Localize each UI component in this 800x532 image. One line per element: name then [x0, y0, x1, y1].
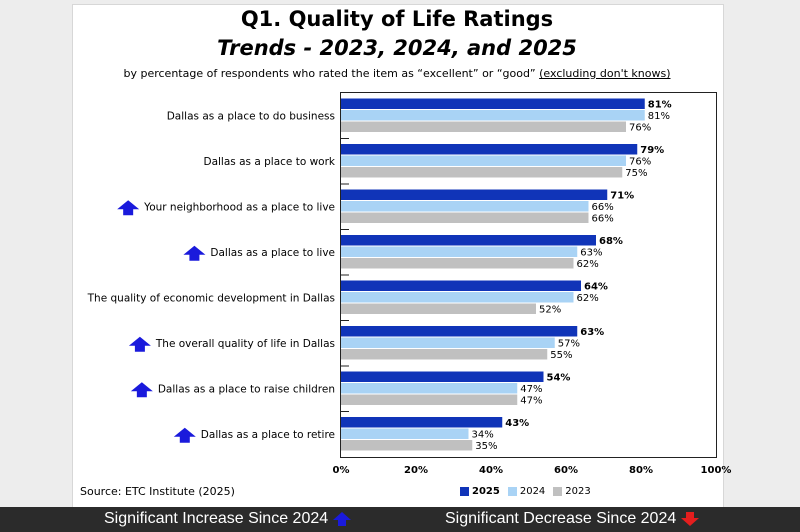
bar-2024: [341, 292, 574, 303]
bar-2025: [341, 371, 544, 382]
arrow-up-icon: [173, 427, 196, 443]
bar-2023: [341, 167, 623, 178]
data-label-2023: 35%: [475, 441, 497, 452]
data-label-2024: 47%: [520, 384, 542, 395]
data-label-2024: 57%: [558, 339, 580, 350]
bar-2024: [341, 110, 645, 121]
data-label-2025: 79%: [640, 145, 664, 156]
legend-item-2023: 2023: [553, 486, 591, 497]
data-label-2025: 68%: [599, 236, 623, 247]
x-tick-label: 20%: [404, 465, 428, 476]
category-label: The quality of economic development in D…: [87, 292, 335, 304]
bar-2023: [341, 394, 518, 405]
category-label: Dallas as a place to live: [210, 247, 335, 259]
category-label: Dallas as a place to raise children: [158, 383, 335, 395]
footer-increase-label: Significant Increase Since 2024: [104, 510, 329, 527]
bar-2023: [341, 258, 574, 269]
bar-2023: [341, 212, 589, 223]
category-label: Dallas as a place to retire: [201, 429, 335, 441]
data-label-2024: 81%: [648, 111, 670, 122]
bar-2023: [341, 121, 626, 132]
bar-2025: [341, 326, 578, 337]
legend-label-2025: 2025: [472, 486, 500, 497]
data-label-2023: 66%: [592, 214, 614, 225]
legend: 2025 2024 2023: [460, 486, 591, 497]
bar-2025: [341, 144, 638, 155]
data-label-2025: 63%: [580, 327, 604, 338]
bar-2025: [341, 189, 608, 200]
data-label-2023: 76%: [629, 123, 651, 134]
chart-title: Q1. Quality of Life Ratings: [240, 7, 554, 31]
bar-2025: [341, 280, 581, 291]
category-label: Dallas as a place to do business: [167, 110, 335, 122]
data-label-2024: 62%: [577, 293, 599, 304]
bar-2025: [341, 235, 596, 246]
data-label-2023: 62%: [577, 259, 599, 270]
bar-2024: [341, 246, 578, 257]
x-tick-label: 100%: [701, 465, 732, 476]
arrow-up-icon: [183, 245, 206, 261]
x-tick-label: 0%: [333, 465, 350, 476]
legend-label-2024: 2024: [519, 486, 546, 497]
legend-swatch-2025: [460, 487, 469, 496]
category-label: Dallas as a place to work: [204, 156, 336, 168]
data-label-2023: 55%: [550, 350, 572, 361]
bar-2024: [341, 428, 469, 439]
bar-2025: [341, 417, 503, 428]
chart-note: by percentage of respondents who rated t…: [72, 67, 722, 80]
data-label-2023: 75%: [625, 168, 647, 179]
category-label: The overall quality of life in Dallas: [155, 338, 335, 350]
footer-bar: Significant Increase Since 2024 Signific…: [0, 507, 800, 532]
x-tick-label: 40%: [479, 465, 503, 476]
chart-subtitle: Trends - 2023, 2024, and 2025: [217, 36, 577, 60]
data-label-2024: 66%: [592, 202, 614, 213]
data-label-2025: 43%: [505, 418, 529, 429]
data-label-2025: 81%: [648, 100, 672, 111]
footer-decrease-label: Significant Decrease Since 2024: [445, 510, 677, 527]
legend-label-2023: 2023: [565, 486, 591, 497]
data-label-2024: 76%: [629, 157, 651, 168]
chart-note-underlined: (excluding don't knows): [539, 67, 671, 80]
data-label-2025: 54%: [547, 373, 571, 384]
data-label-2024: 34%: [472, 430, 494, 441]
legend-item-2025: 2025: [460, 486, 500, 497]
chart-note-text: by percentage of respondents who rated t…: [123, 67, 540, 80]
data-label-2023: 52%: [539, 305, 561, 316]
data-label-2025: 71%: [610, 191, 634, 202]
arrow-up-icon: [117, 200, 140, 216]
legend-swatch-2024: [507, 487, 517, 496]
data-label-2024: 63%: [580, 248, 602, 259]
bar-2024: [341, 337, 555, 348]
data-label-2023: 47%: [520, 396, 542, 407]
bar-2025: [341, 98, 645, 109]
arrow-down-icon: [681, 512, 700, 526]
arrow-up-icon: [333, 512, 352, 526]
legend-item-2024: 2024: [507, 486, 546, 497]
footer-decrease: Significant Decrease Since 2024: [445, 510, 700, 528]
footer-increase: Significant Increase Since 2024: [104, 510, 352, 528]
arrow-up-icon: [128, 336, 151, 352]
x-tick-label: 80%: [629, 465, 653, 476]
bar-2024: [341, 201, 589, 212]
arrow-up-icon: [130, 382, 153, 398]
data-label-2025: 64%: [584, 282, 608, 293]
bar-2023: [341, 349, 548, 360]
bar-2023: [341, 440, 473, 451]
x-tick-label: 60%: [554, 465, 578, 476]
bar-2024: [341, 155, 626, 166]
bar-2023: [341, 303, 536, 314]
source-note: Source: ETC Institute (2025): [80, 485, 235, 498]
category-label: Your neighborhood as a place to live: [143, 201, 335, 213]
legend-swatch-2023: [553, 487, 563, 496]
bar-2024: [341, 383, 518, 394]
